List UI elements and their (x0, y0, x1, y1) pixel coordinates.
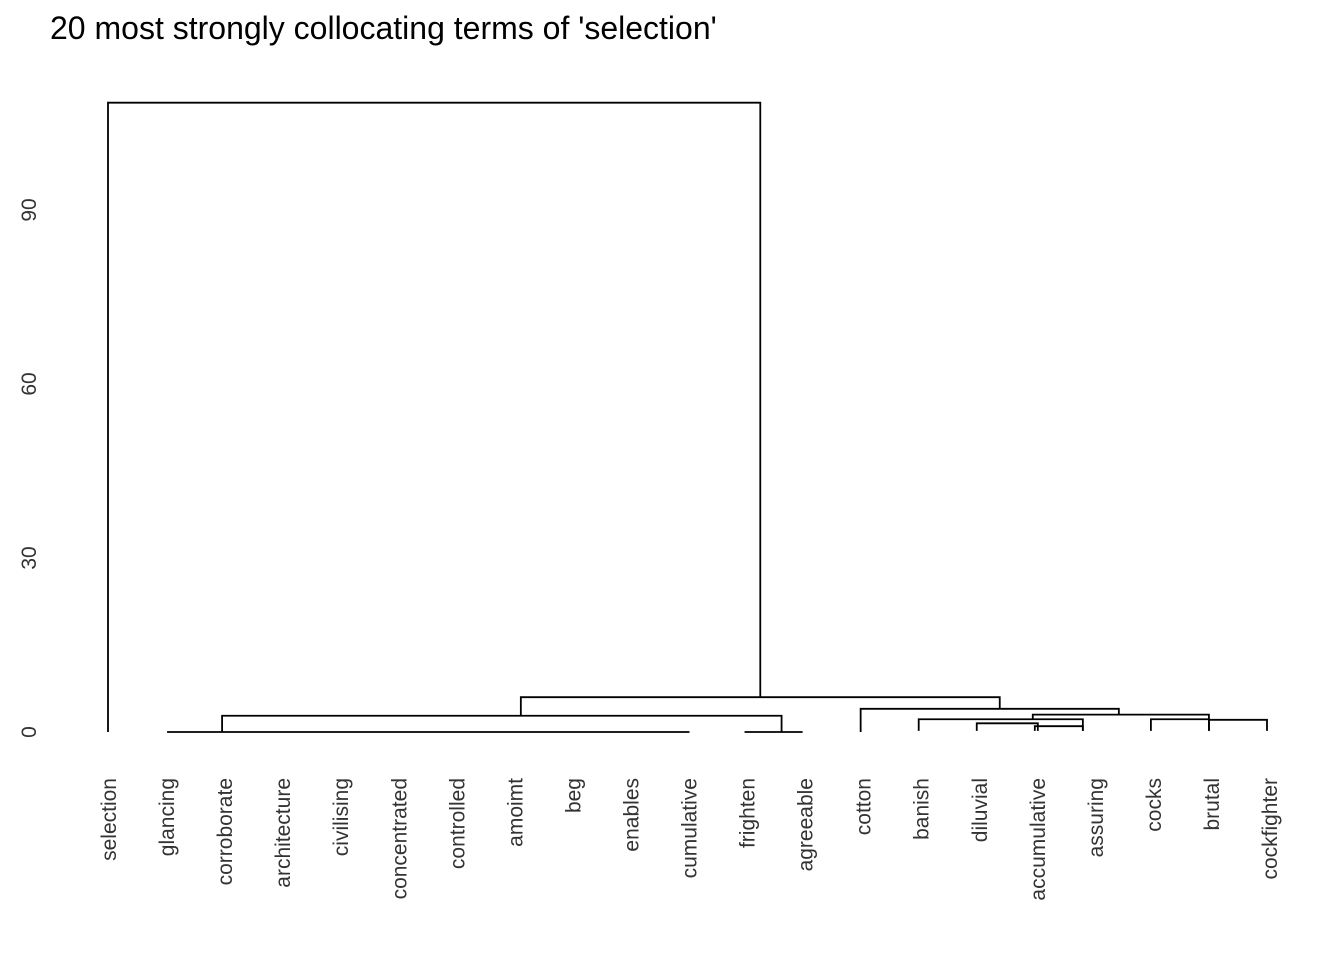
leaf-label-cumulative: cumulative (679, 778, 702, 878)
leaf-label-beg: beg (562, 778, 585, 813)
leaf-label-agreeable: agreeable (795, 778, 818, 871)
link-cotton-group (859, 707, 1120, 732)
y-axis-ticks: 0 30 60 90 (18, 198, 41, 738)
link-left-right (519, 696, 1001, 716)
link-banish-cocks (1031, 713, 1210, 720)
y-tick-label: 90 (18, 198, 41, 221)
leaf-label-brutal: brutal (1201, 778, 1224, 831)
y-tick-label: 0 (18, 726, 41, 738)
leaf-label-corroborate: corroborate (214, 778, 237, 885)
leaf-labels: selection glancing corroborate architecture… (98, 778, 1282, 901)
leaf-label-cockfighter: cockfighter (1259, 778, 1282, 880)
link-selection-root (107, 101, 762, 732)
link-left-group (221, 714, 783, 732)
leaf-label-enables: enables (620, 778, 643, 852)
leaf-label-selection: selection (98, 778, 121, 861)
chart-title: 20 most strongly collocating terms of 's… (50, 10, 717, 46)
leaf-label-frighten: frighten (737, 778, 760, 848)
link-brutal-cockfighter (1208, 718, 1268, 731)
leaf-label-cocks: cocks (1143, 778, 1166, 832)
leaf-label-civilising: civilising (330, 778, 353, 856)
leaf-label-amoimt: amoimt (504, 778, 527, 847)
leaf-label-accumulative: accumulative (1027, 778, 1050, 901)
y-tick-label: 30 (18, 546, 41, 569)
link-banish-group (917, 718, 1084, 731)
leaf-label-banish: banish (911, 778, 934, 840)
leaf-label-assuring: assuring (1085, 778, 1108, 857)
link-accumulative-assuring (1033, 725, 1084, 731)
dendrogram-links (107, 101, 1268, 733)
leaf-label-architecture: architecture (272, 778, 295, 888)
leaf-label-diluvial: diluvial (969, 778, 992, 842)
leaf-label-concentrated: concentrated (388, 778, 411, 899)
leaf-label-cotton: cotton (853, 778, 876, 835)
leaf-label-controlled: controlled (446, 778, 469, 869)
y-tick-label: 60 (18, 372, 41, 395)
link-cocks-group (1150, 718, 1210, 731)
link-diluvial-group (975, 722, 1039, 731)
leaf-label-glancing: glancing (156, 778, 179, 856)
